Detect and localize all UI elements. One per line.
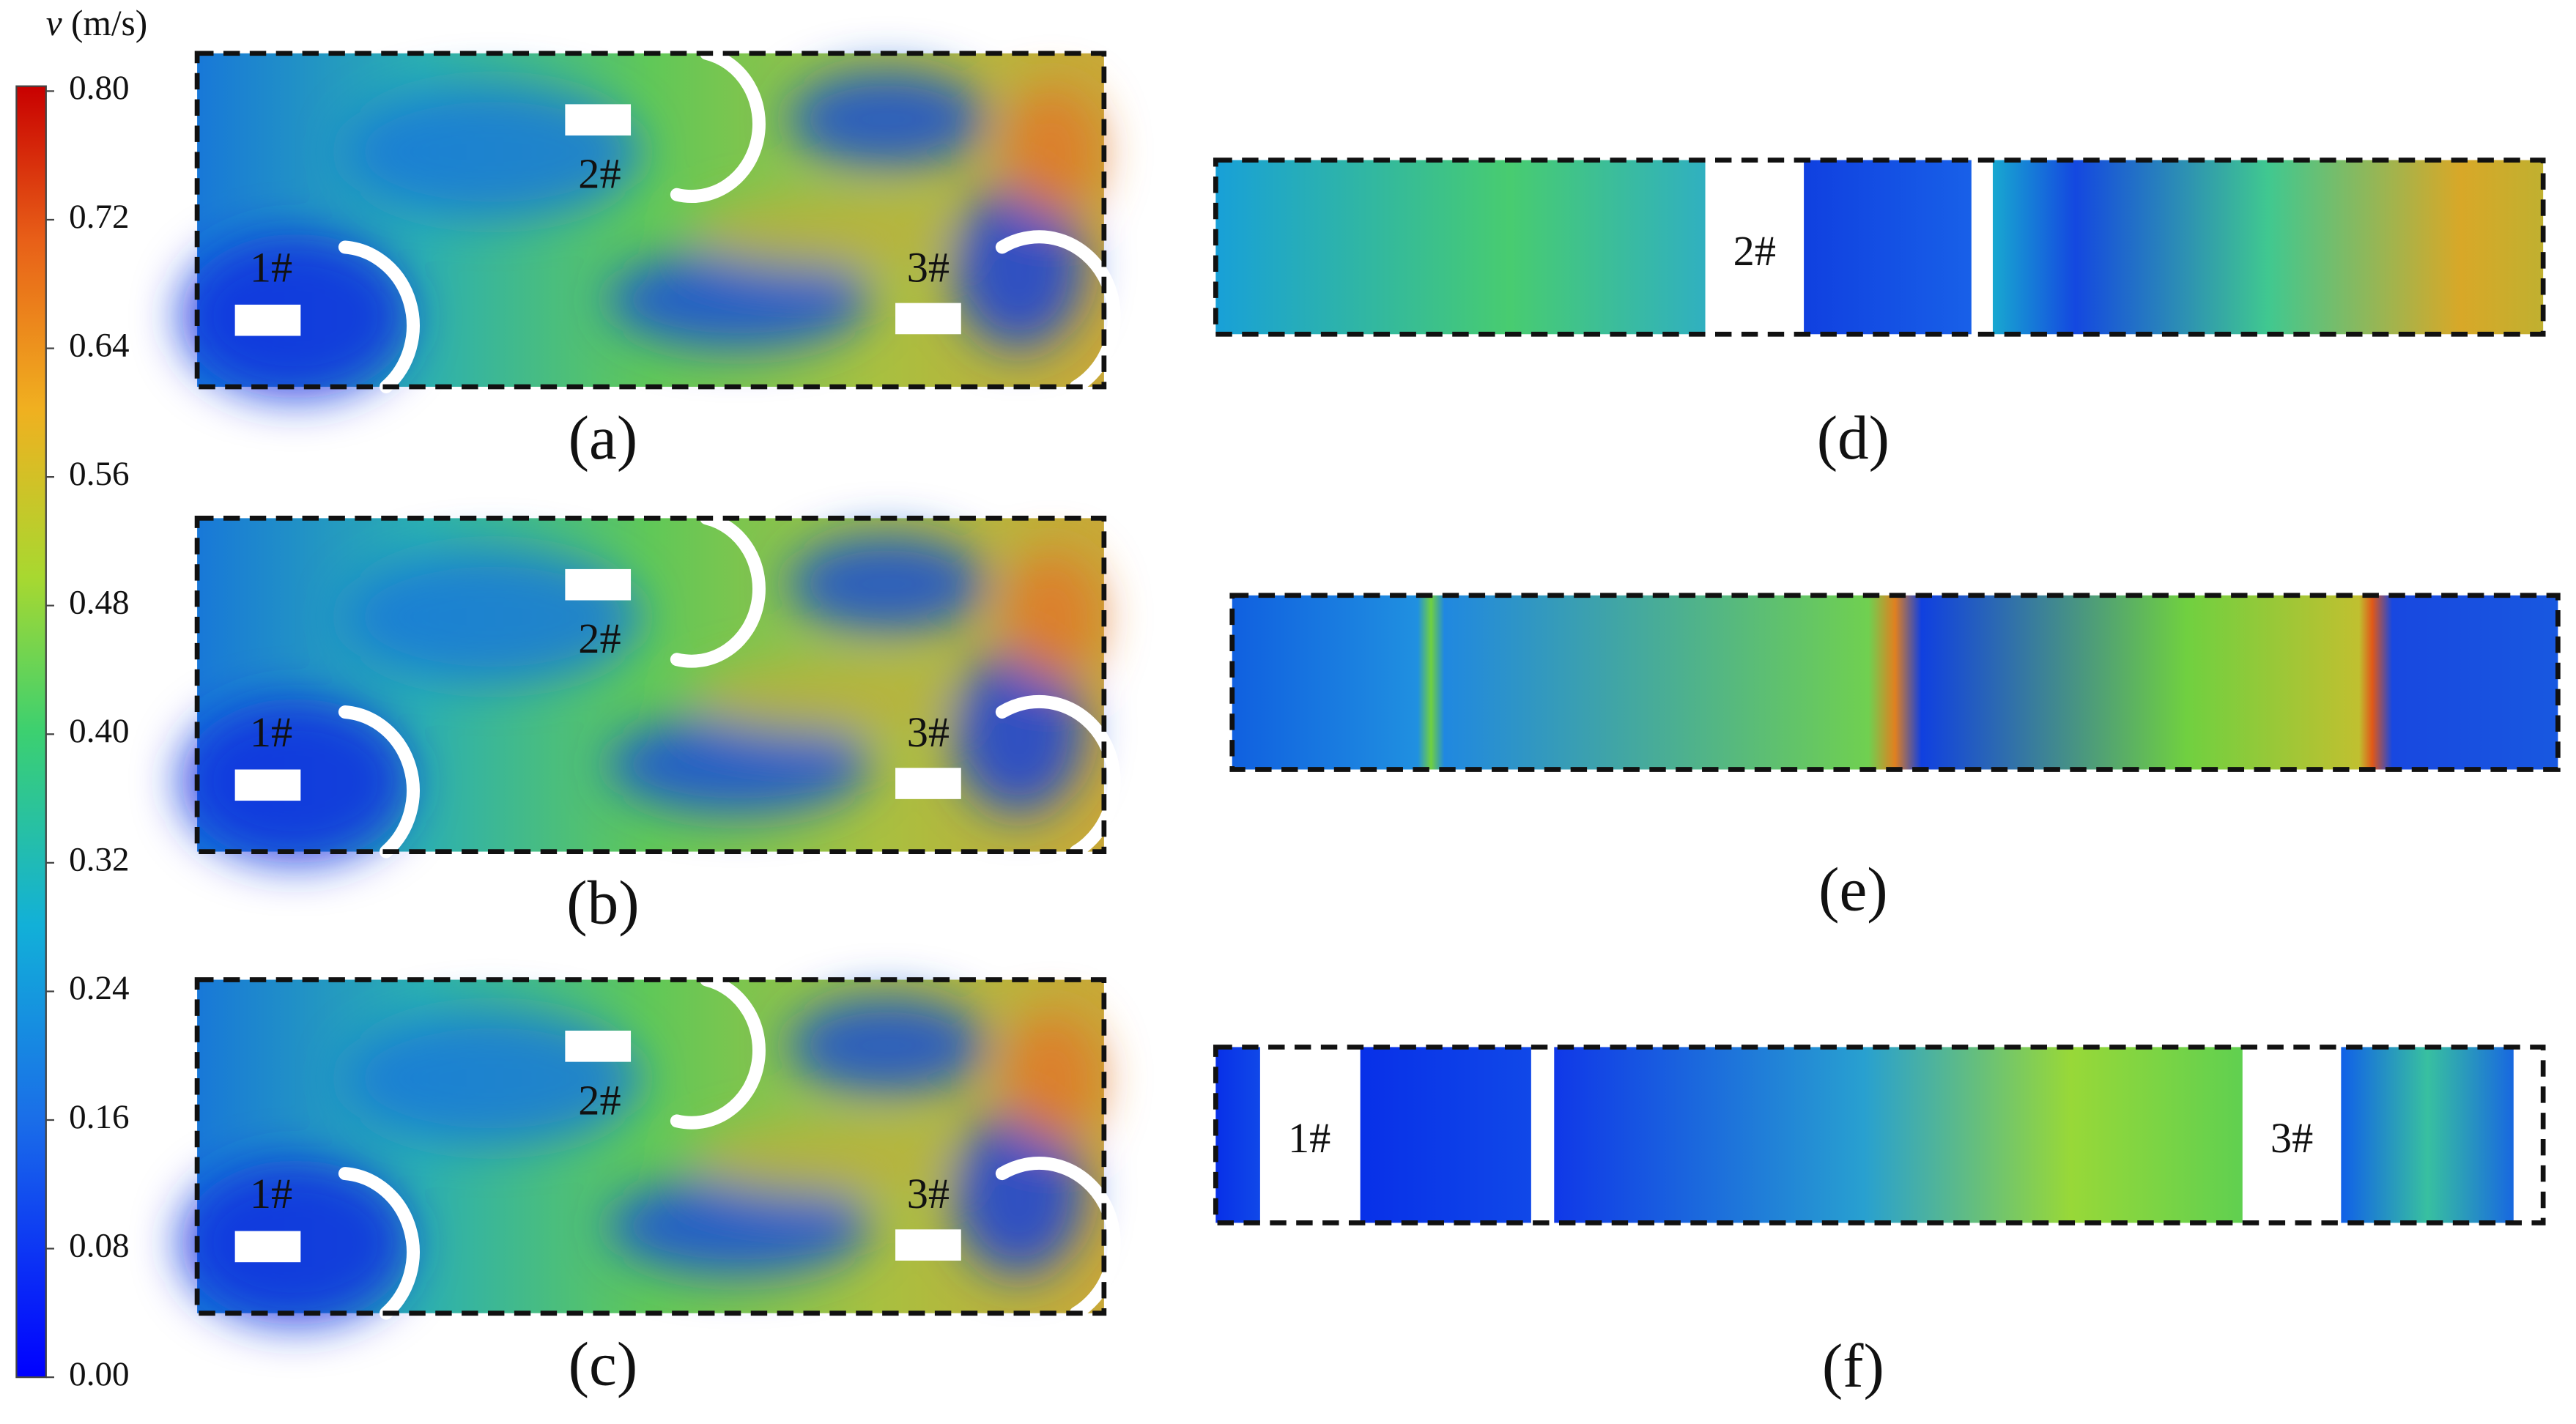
- device-label: 3#: [2270, 1114, 2313, 1162]
- device-label: 1#: [250, 708, 292, 756]
- colorbar-tick-label: 0.40: [69, 712, 129, 750]
- colorbar-tick-label: 0.48: [69, 583, 129, 621]
- device: [895, 1229, 961, 1261]
- panel-label: (f): [1822, 1332, 1884, 1401]
- panel-border: [194, 51, 1107, 390]
- device: [565, 568, 632, 601]
- device: [895, 768, 961, 799]
- device-label: 2#: [578, 615, 621, 662]
- flow-section: [1804, 160, 1972, 335]
- flow-section: [1360, 1047, 1531, 1223]
- colorbar: [15, 85, 47, 1379]
- device-label: 2#: [578, 150, 621, 198]
- flow-structures: [180, 534, 1101, 864]
- flow-section: [2341, 1047, 2514, 1223]
- flow-region: [1002, 86, 1101, 218]
- panel-border: [194, 516, 1107, 854]
- flow-region: [607, 250, 871, 349]
- flow-section: [1554, 1047, 2243, 1223]
- device: [565, 104, 632, 136]
- colorbar-tick-label: 0.24: [69, 969, 129, 1007]
- flow-region: [689, 662, 953, 735]
- flow-region: [788, 70, 986, 168]
- device-label: 2#: [1733, 227, 1776, 275]
- flow-region: [689, 1124, 953, 1197]
- panel-label: (e): [1818, 856, 1888, 924]
- colorbar-tick-label: 0.80: [69, 69, 129, 107]
- device-label: 2#: [578, 1076, 621, 1124]
- blade: [670, 46, 766, 204]
- device-label: 3#: [907, 243, 950, 291]
- flow-region: [1002, 551, 1101, 683]
- device-label: 3#: [907, 708, 950, 756]
- flow-region: [952, 1110, 1084, 1276]
- panel-label: (a): [569, 404, 638, 472]
- panel-label: (c): [569, 1330, 638, 1399]
- device: [565, 1031, 632, 1062]
- flow-section: [1232, 595, 2558, 770]
- flow-panel: 1# 2# 3#: [180, 46, 1121, 398]
- device-label: 1#: [1288, 1114, 1330, 1162]
- strip-border: [1213, 157, 2546, 337]
- colorbar-tick-label: 0.32: [69, 841, 129, 879]
- flow-region: [952, 649, 1084, 815]
- blade: [338, 1167, 420, 1320]
- flow-section: [1215, 160, 1706, 335]
- blade: [670, 973, 766, 1130]
- flow-region: [1002, 1012, 1101, 1144]
- flow-section: [1215, 1047, 1260, 1223]
- colorbar-tick-label: 0.00: [69, 1355, 129, 1393]
- flow-section: [1992, 160, 2544, 335]
- colorbar-tick-label: 0.16: [69, 1098, 129, 1136]
- colorbar-symbol: v: [46, 3, 62, 43]
- colorbar-tick-label: 0.72: [69, 198, 129, 236]
- device-label: 1#: [250, 1170, 292, 1217]
- flow-region: [788, 995, 986, 1095]
- colorbar-label: v (m/s): [46, 3, 147, 43]
- flow-region: [952, 185, 1084, 349]
- colorbar-tick-label: 0.08: [69, 1226, 129, 1264]
- flow-region: [788, 534, 986, 634]
- strip-border: [1229, 593, 2561, 772]
- panel-border: [194, 977, 1107, 1316]
- flow-region: [607, 715, 871, 815]
- flow-panel: 1# 2# 3#: [180, 973, 1121, 1325]
- device-label: 1#: [250, 243, 292, 291]
- blade: [670, 511, 766, 668]
- blade: [338, 240, 420, 393]
- device: [895, 303, 961, 335]
- panel-label: (d): [1817, 404, 1890, 472]
- flow-panel: 1# 2# 3#: [180, 511, 1121, 864]
- strip-border: [1213, 1045, 2546, 1225]
- colorbar-unit: (m/s): [71, 3, 147, 43]
- device: [234, 1231, 301, 1263]
- device: [234, 769, 301, 801]
- flow-region: [689, 198, 953, 270]
- device: [234, 304, 301, 336]
- device-label: 3#: [907, 1170, 950, 1217]
- flow-region: [607, 1176, 871, 1276]
- colorbar-tick-label: 0.64: [69, 326, 129, 364]
- blade: [338, 705, 420, 859]
- panel-label: (b): [566, 869, 639, 938]
- colorbar-tick-label: 0.56: [69, 455, 129, 493]
